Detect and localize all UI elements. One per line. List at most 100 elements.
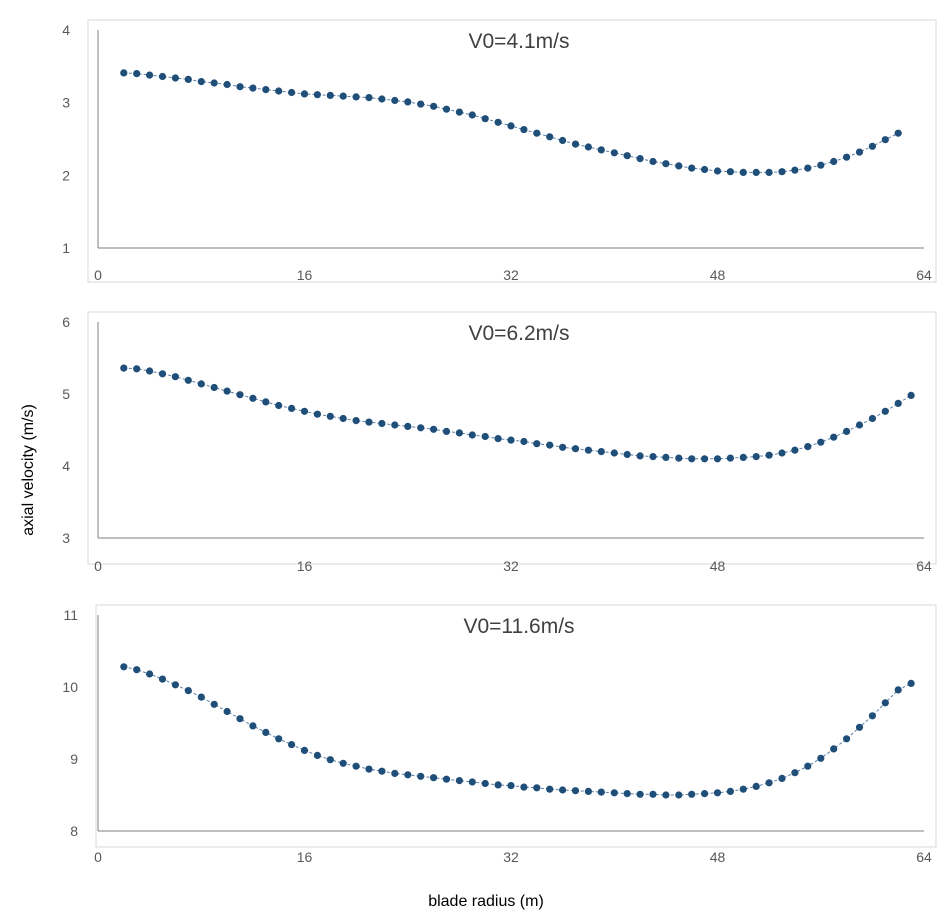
data-point [726,168,735,176]
data-point [907,391,915,399]
data-point [804,164,812,172]
data-point [326,412,334,420]
data-point [146,71,154,79]
data-point [804,443,812,451]
data-point [791,769,799,777]
data-point [817,754,825,762]
data-point [662,453,670,461]
data-point [571,787,580,795]
chart-panel-1: 1 2 3 4 0 16 32 48 64 V0=4.1m/s [62,19,937,283]
data-point [184,376,192,384]
data-point [275,735,283,743]
data-point [520,126,528,134]
y-tick-label: 4 [62,22,70,38]
data-point [843,153,851,161]
data-point [894,129,902,137]
data-point [430,425,438,433]
data-point [649,453,657,461]
data-point [442,105,451,113]
y-tick-label: 2 [62,167,70,183]
data-point [907,679,915,688]
y-tick-label: 1 [62,240,70,256]
data-point [520,783,528,791]
data-point [391,96,399,105]
data-point [881,407,889,415]
plot-frame [95,604,937,848]
data-point [701,165,709,174]
chart-title: V0=11.6m/s [463,615,574,638]
x-tick-label: 64 [916,849,932,865]
data-point [675,791,683,799]
data-point [597,788,605,796]
data-point [636,155,644,163]
data-point [713,455,722,463]
data-point [223,707,231,716]
data-point [339,759,347,767]
chart-panel-2: 3 4 5 6 0 16 32 48 64 V0=6.2m/s [62,311,937,574]
data-point [894,686,902,694]
y-tick-label: 3 [62,95,70,111]
data-point [610,449,618,457]
data-point [300,407,309,415]
data-point [249,722,257,730]
data-point [636,790,644,798]
data-point [597,448,605,456]
x-tick-label: 0 [94,267,102,283]
data-point [197,380,205,388]
data-point [120,364,128,372]
data-point [391,769,399,778]
data-point [313,410,321,418]
data-point [546,133,554,141]
chart-title: V0=4.1m/s [469,30,570,53]
data-point [623,450,631,459]
data-point [481,115,489,123]
data-point [275,401,283,410]
data-point [352,417,360,425]
data-point [546,785,554,793]
data-point [442,775,451,783]
x-tick-label: 32 [503,849,519,865]
x-tick-label: 32 [503,558,519,574]
data-point [442,427,451,435]
data-point [855,421,864,429]
data-point [713,167,722,175]
data-point [623,790,631,798]
data-point [855,148,864,156]
data-point [197,78,205,86]
data-point [623,152,631,160]
data-point [584,143,593,151]
data-point [881,699,889,707]
data-point [158,675,167,683]
x-tick-label: 16 [297,849,313,865]
data-point [533,784,541,792]
data-point [855,723,864,731]
data-point [688,790,696,798]
data-point [830,745,838,753]
data-point [352,93,360,101]
data-point [804,762,812,770]
data-point [765,451,773,459]
data-point [197,693,205,701]
data-point [146,367,154,375]
chart-title: V0=6.2m/s [469,322,570,345]
data-point [378,95,386,103]
y-tick-label: 8 [70,823,78,839]
data-point [430,102,438,110]
data-point [778,449,786,457]
data-point [158,72,167,81]
data-point [610,789,618,797]
data-point [404,771,412,779]
data-point [236,715,244,723]
data-point [739,785,747,793]
data-point [494,118,502,126]
data-point [313,91,321,99]
data-point [546,441,554,449]
data-point [120,69,128,77]
data-point [417,772,425,780]
x-tick-label: 16 [297,558,313,574]
data-point [520,437,528,446]
data-point [649,790,657,798]
data-point [817,161,825,169]
data-point [726,787,735,796]
data-point [288,88,296,97]
